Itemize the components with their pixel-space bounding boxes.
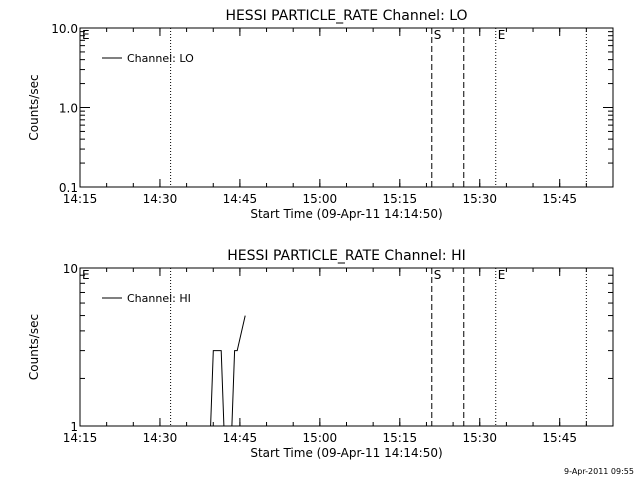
y-tick-label: 1.0 bbox=[59, 102, 78, 116]
legend-label: Channel: HI bbox=[127, 292, 191, 305]
event-marker-label: E bbox=[498, 268, 506, 282]
y-tick-label: 10.0 bbox=[51, 22, 78, 36]
y-axis-label: Counts/sec bbox=[27, 314, 41, 380]
x-tick-label: 15:00 bbox=[303, 431, 338, 445]
y-tick-label: 0.1 bbox=[59, 181, 78, 195]
x-tick-label: 15:45 bbox=[542, 192, 577, 206]
x-tick-label: 14:45 bbox=[223, 431, 258, 445]
x-tick-label: 14:15 bbox=[63, 431, 98, 445]
event-marker-label: E bbox=[82, 268, 90, 282]
x-tick-label: 14:15 bbox=[63, 192, 98, 206]
x-tick-label: 14:30 bbox=[143, 192, 178, 206]
x-axis-label: Start Time (09-Apr-11 14:14:50) bbox=[250, 446, 442, 460]
x-tick-label: 15:45 bbox=[542, 431, 577, 445]
x-axis-label: Start Time (09-Apr-11 14:14:50) bbox=[250, 207, 442, 221]
chart-title: HESSI PARTICLE_RATE Channel: HI bbox=[227, 248, 465, 264]
x-tick-label: 15:30 bbox=[462, 431, 497, 445]
y-tick-label: 1 bbox=[70, 420, 78, 434]
legend-label: Channel: LO bbox=[127, 52, 194, 65]
y-tick-label: 10 bbox=[63, 262, 78, 276]
y-axis-label: Counts/sec bbox=[27, 74, 41, 140]
footer-timestamp: 9-Apr-2011 09:55 bbox=[564, 467, 634, 476]
x-tick-label: 15:00 bbox=[303, 192, 338, 206]
x-tick-label: 15:15 bbox=[383, 431, 418, 445]
x-tick-label: 15:30 bbox=[462, 192, 497, 206]
x-tick-label: 15:15 bbox=[383, 192, 418, 206]
event-marker-label: S bbox=[434, 28, 442, 42]
event-marker-label: E bbox=[82, 28, 90, 42]
series-line bbox=[210, 315, 246, 427]
chart-title: HESSI PARTICLE_RATE Channel: LO bbox=[225, 8, 467, 24]
x-tick-label: 14:30 bbox=[143, 431, 178, 445]
event-marker-label: E bbox=[498, 28, 506, 42]
event-marker-label: S bbox=[434, 268, 442, 282]
x-tick-label: 14:45 bbox=[223, 192, 258, 206]
